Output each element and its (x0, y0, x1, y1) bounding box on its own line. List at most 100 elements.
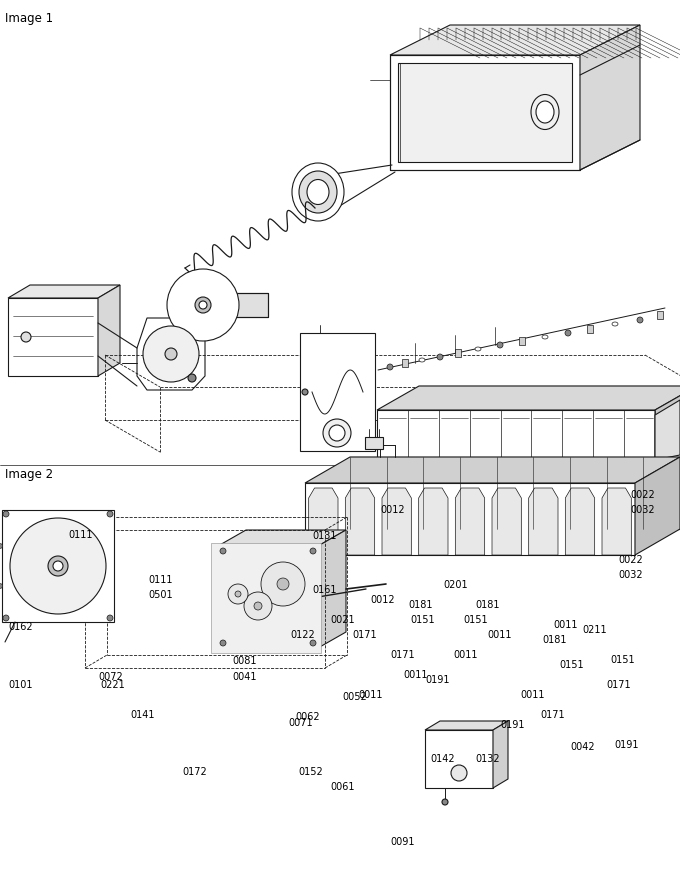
Text: 0011: 0011 (453, 650, 477, 660)
Polygon shape (28, 525, 58, 566)
Polygon shape (58, 525, 88, 566)
Text: 0151: 0151 (559, 660, 583, 670)
Circle shape (10, 518, 106, 614)
Polygon shape (12, 555, 58, 576)
Polygon shape (300, 333, 375, 451)
Polygon shape (419, 386, 680, 441)
Polygon shape (28, 566, 58, 607)
Text: 0032: 0032 (630, 505, 655, 515)
Circle shape (437, 354, 443, 360)
Ellipse shape (612, 322, 618, 326)
Text: 0151: 0151 (610, 655, 634, 665)
Circle shape (143, 326, 199, 382)
Circle shape (0, 543, 3, 549)
Polygon shape (635, 457, 680, 555)
Text: 0132: 0132 (475, 754, 500, 764)
Polygon shape (345, 488, 375, 555)
Polygon shape (182, 305, 203, 333)
Text: 0062: 0062 (295, 712, 320, 722)
Circle shape (254, 602, 262, 610)
Text: 0181: 0181 (408, 600, 432, 610)
Text: 0021: 0021 (330, 615, 355, 625)
Polygon shape (218, 546, 318, 648)
Circle shape (302, 389, 308, 395)
Text: 0052: 0052 (342, 692, 367, 702)
Ellipse shape (292, 163, 344, 221)
Circle shape (329, 425, 345, 441)
Polygon shape (16, 566, 58, 596)
Ellipse shape (536, 101, 554, 123)
Bar (365, 437, 383, 449)
Circle shape (53, 561, 63, 571)
Polygon shape (390, 55, 580, 170)
Bar (233, 293, 268, 317)
Text: 0041: 0041 (232, 672, 256, 682)
Circle shape (107, 615, 113, 621)
Polygon shape (203, 297, 235, 313)
Circle shape (451, 765, 467, 781)
Polygon shape (58, 555, 103, 576)
Text: 0221: 0221 (100, 680, 124, 690)
Circle shape (442, 799, 448, 805)
Text: 0131: 0131 (312, 531, 337, 541)
Polygon shape (655, 386, 680, 465)
Ellipse shape (419, 358, 425, 362)
Text: 0042: 0042 (570, 742, 594, 752)
Text: 0201: 0201 (443, 580, 468, 590)
Circle shape (387, 364, 393, 370)
Polygon shape (16, 535, 58, 566)
Polygon shape (493, 721, 508, 788)
Text: 0101: 0101 (8, 680, 33, 690)
Circle shape (637, 317, 643, 323)
Circle shape (228, 584, 248, 604)
Text: 0011: 0011 (487, 630, 511, 640)
Text: 0022: 0022 (630, 490, 655, 500)
Circle shape (199, 301, 207, 309)
Polygon shape (58, 535, 99, 566)
Ellipse shape (307, 179, 329, 204)
Text: 0151: 0151 (463, 615, 488, 625)
Text: 0151: 0151 (410, 615, 435, 625)
Text: 0171: 0171 (606, 680, 630, 690)
Text: 0172: 0172 (182, 767, 207, 777)
Polygon shape (456, 488, 485, 555)
Polygon shape (98, 285, 120, 376)
Text: 0011: 0011 (520, 690, 545, 700)
Polygon shape (8, 298, 98, 376)
Polygon shape (390, 25, 640, 55)
Text: Image 1: Image 1 (5, 12, 53, 25)
Text: 0012: 0012 (380, 505, 405, 515)
Polygon shape (492, 488, 522, 555)
Ellipse shape (531, 94, 559, 130)
Polygon shape (305, 457, 680, 483)
Polygon shape (182, 277, 203, 305)
Text: 0011: 0011 (403, 670, 428, 680)
Polygon shape (48, 566, 69, 612)
Text: 0191: 0191 (425, 675, 449, 685)
Text: 0122: 0122 (290, 630, 315, 640)
Circle shape (220, 548, 226, 554)
Circle shape (107, 511, 113, 517)
Circle shape (21, 332, 31, 342)
Polygon shape (318, 530, 346, 648)
Circle shape (310, 640, 316, 646)
Bar (587, 325, 593, 333)
Bar (519, 337, 525, 345)
Bar (657, 311, 663, 319)
Bar (455, 349, 461, 357)
Polygon shape (425, 730, 493, 788)
Circle shape (0, 583, 3, 589)
Polygon shape (309, 488, 338, 555)
Text: 0161: 0161 (312, 585, 337, 595)
Polygon shape (528, 488, 558, 555)
Text: 0111: 0111 (68, 530, 92, 540)
Circle shape (220, 640, 226, 646)
Circle shape (235, 591, 241, 597)
Circle shape (195, 297, 211, 313)
Circle shape (167, 269, 239, 341)
Text: 0091: 0091 (390, 837, 415, 847)
Polygon shape (382, 488, 411, 555)
Text: 0162: 0162 (8, 622, 33, 632)
Circle shape (48, 556, 68, 576)
Polygon shape (580, 25, 640, 170)
